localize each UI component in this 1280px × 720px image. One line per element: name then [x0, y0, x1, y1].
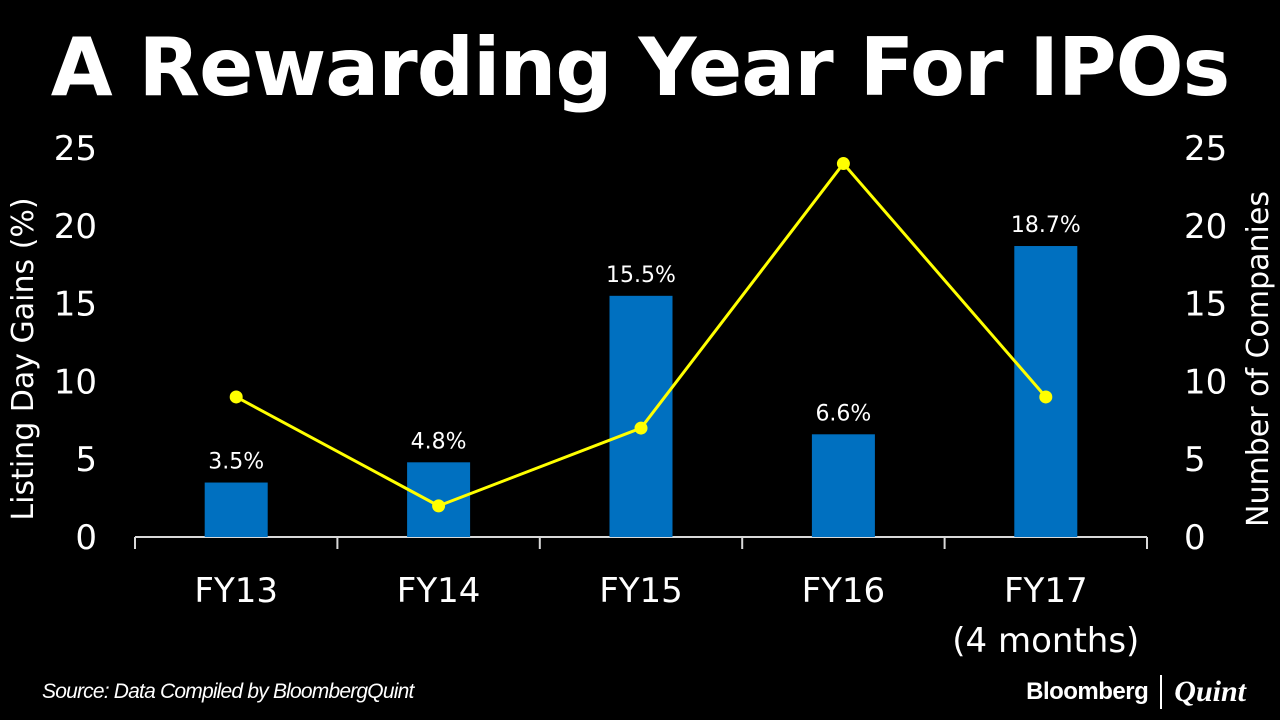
bar-data-label: 4.8%: [411, 429, 467, 454]
y-tick-label: 25: [54, 129, 97, 169]
chart-title: A Rewarding Year For IPOs: [50, 21, 1231, 114]
category-label: FY16: [802, 571, 886, 611]
brand-bloomberg: Bloomberg: [1026, 678, 1149, 705]
line-point: [432, 499, 446, 513]
bar: [204, 482, 268, 537]
category-label: FY17: [1004, 571, 1088, 611]
left-axis-title: Listing Day Gains (%): [6, 197, 41, 520]
bar: [811, 434, 875, 537]
y2-tick-label: 20: [1184, 207, 1227, 247]
y-tick-label: 15: [54, 285, 97, 325]
bar-data-label: 18.7%: [1011, 213, 1081, 238]
line-point: [634, 421, 648, 435]
left-axis-ticks: 0 5 10 15 20 25: [54, 129, 97, 558]
source-note: Source: Data Compiled by BloombergQuint: [42, 680, 414, 703]
y2-tick-label: 15: [1184, 285, 1227, 325]
line-point: [836, 157, 850, 171]
y-tick-label: 20: [54, 207, 97, 247]
y2-tick-label: 5: [1184, 440, 1206, 480]
bar-series: [204, 246, 1078, 537]
category-sublabel: (4 months): [952, 621, 1139, 661]
x-axis-tick-marks: [134, 537, 1148, 549]
category-label: FY14: [397, 571, 481, 611]
category-label: FY15: [599, 571, 683, 611]
brand-divider: [1160, 675, 1163, 709]
right-axis-ticks: 0 5 10 15 20 25: [1184, 129, 1227, 558]
brand-quint: Quint: [1174, 675, 1246, 708]
y-tick-label: 10: [54, 362, 97, 402]
line-point: [229, 390, 243, 404]
line-series: [229, 157, 1053, 513]
bar-data-label: 6.6%: [815, 401, 871, 426]
category-labels: FY13 FY14 FY15 FY16 FY17 (4 months): [194, 571, 1139, 661]
y2-tick-label: 10: [1184, 362, 1227, 402]
brand-logo: Bloomberg Quint: [1026, 674, 1246, 710]
y-tick-label: 5: [75, 440, 97, 480]
bar-data-label: 3.5%: [208, 450, 264, 475]
bar-data-labels: 3.5% 4.8% 15.5% 6.6% 18.7%: [208, 213, 1080, 475]
line-point: [1039, 390, 1053, 404]
right-axis-title: Number of Companies: [1241, 191, 1276, 527]
bar: [609, 295, 673, 537]
y2-tick-label: 25: [1184, 129, 1227, 169]
y2-tick-label: 0: [1184, 518, 1206, 558]
bar-data-label: 15.5%: [606, 263, 676, 288]
y-tick-label: 0: [75, 518, 97, 558]
category-label: FY13: [194, 571, 278, 611]
